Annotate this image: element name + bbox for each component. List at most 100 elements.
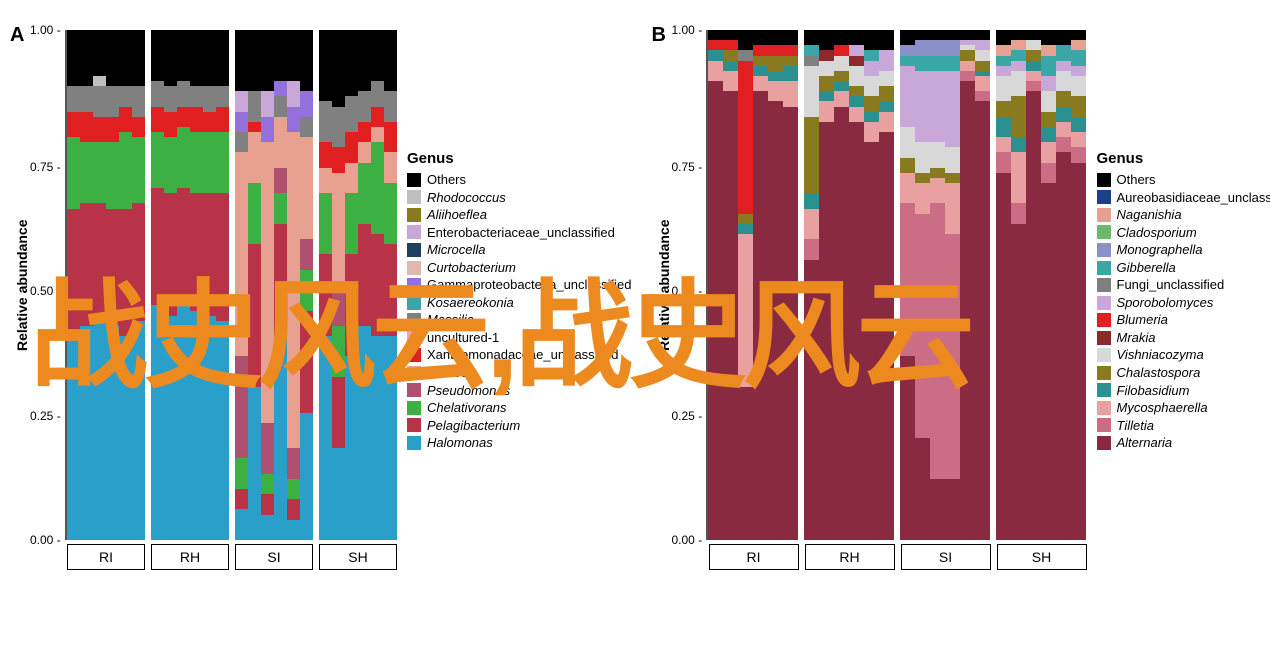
bar-segment bbox=[1041, 163, 1056, 183]
bar-segment bbox=[975, 30, 990, 40]
legend-swatch bbox=[407, 331, 421, 345]
bar-segment bbox=[1056, 122, 1071, 137]
bar-segment bbox=[235, 509, 248, 540]
legend-label: Aureobasidiaceae_unclassified bbox=[1117, 189, 1270, 207]
legend-item: Blumeria bbox=[1097, 311, 1270, 329]
stacked-bar bbox=[164, 30, 177, 540]
bar-segment bbox=[190, 311, 203, 541]
bar-segment bbox=[319, 254, 332, 336]
bar-segment bbox=[753, 45, 768, 55]
bar-segment bbox=[332, 173, 345, 285]
bar-segment bbox=[975, 50, 990, 60]
legend-swatch bbox=[407, 313, 421, 327]
bar-segment bbox=[93, 76, 106, 86]
bar-segment bbox=[864, 76, 879, 96]
bar-segment bbox=[900, 30, 915, 45]
bar-segment bbox=[235, 30, 248, 91]
bar-segment bbox=[864, 30, 879, 50]
bar-segment bbox=[1011, 30, 1026, 40]
bar-segment bbox=[384, 30, 397, 91]
stacked-bar bbox=[819, 30, 834, 540]
stacked-bar bbox=[975, 30, 990, 540]
bar-segment bbox=[900, 203, 915, 356]
stacked-bar bbox=[248, 30, 261, 540]
bar-segment bbox=[274, 336, 287, 540]
stacked-bar bbox=[768, 30, 783, 540]
bar-segment bbox=[783, 81, 798, 107]
bar-segment bbox=[332, 377, 345, 448]
bar-segment bbox=[804, 209, 819, 240]
bar-segment bbox=[900, 173, 915, 204]
bar-segment bbox=[1071, 76, 1086, 96]
bar-segment bbox=[1026, 81, 1041, 91]
stacked-bar bbox=[960, 30, 975, 540]
legend-label: Gammaproteobacteria_unclassified bbox=[427, 276, 632, 294]
bar-segment bbox=[975, 76, 990, 91]
stacked-bar bbox=[132, 30, 145, 540]
bar-segment bbox=[1011, 71, 1026, 97]
stacked-bar bbox=[106, 30, 119, 540]
bar-segment bbox=[900, 127, 915, 158]
bar-segment bbox=[287, 30, 300, 81]
stacked-bar bbox=[996, 30, 1011, 540]
bar-segment bbox=[203, 193, 216, 315]
stacked-bar bbox=[177, 30, 190, 540]
bar-segment bbox=[738, 214, 753, 224]
bar-segment bbox=[1056, 107, 1071, 122]
bar-segment bbox=[915, 30, 930, 40]
legend-label: Fungi_unclassified bbox=[1117, 276, 1225, 294]
bar-segment bbox=[106, 117, 119, 143]
bar-segment bbox=[384, 122, 397, 153]
bar-segment bbox=[332, 107, 345, 148]
bar-segment bbox=[287, 107, 300, 133]
bar-segment bbox=[371, 142, 384, 234]
stacked-bar bbox=[371, 30, 384, 540]
y-axis-ticks: 1.00 -0.75 -0.50 -0.25 -0.00 - bbox=[672, 30, 707, 540]
x-axis-label: SI bbox=[901, 544, 991, 570]
legend-swatch bbox=[407, 436, 421, 450]
bar-segment bbox=[849, 122, 864, 540]
legend-swatch bbox=[407, 225, 421, 239]
bar-segment bbox=[261, 91, 274, 117]
bar-segment bbox=[708, 81, 723, 540]
bar-segment bbox=[1056, 71, 1071, 91]
bar-segment bbox=[248, 244, 261, 387]
bar-segment bbox=[300, 270, 313, 311]
bar-segment bbox=[834, 91, 849, 106]
bar-segment bbox=[834, 81, 849, 91]
stacked-bar bbox=[849, 30, 864, 540]
legend-label: Others bbox=[1117, 171, 1156, 189]
bar-segment bbox=[67, 86, 80, 112]
bar-segment bbox=[864, 61, 879, 76]
bar-segment bbox=[1041, 56, 1056, 76]
legend-label: Curtobacterium bbox=[427, 259, 516, 277]
bar-segment bbox=[1011, 40, 1026, 50]
bar-segment bbox=[960, 71, 975, 81]
bar-segment bbox=[834, 56, 849, 71]
legend-label: Naganishia bbox=[1117, 206, 1182, 224]
bar-segment bbox=[345, 163, 358, 194]
bar-segment bbox=[119, 209, 132, 337]
bar-segment bbox=[119, 86, 132, 106]
bar-segment bbox=[319, 101, 332, 142]
stacked-bar bbox=[1071, 30, 1086, 540]
bar-segment bbox=[132, 86, 145, 117]
legend-item: Enterobacteriaceae_unclassified bbox=[407, 224, 632, 242]
bar-segment bbox=[753, 56, 768, 66]
bar-segment bbox=[358, 142, 371, 162]
bar-segment bbox=[300, 413, 313, 541]
bar-segment bbox=[67, 112, 80, 138]
legend-item: Vishniacozyma bbox=[1097, 346, 1270, 364]
legend-label: Halomonas bbox=[427, 434, 493, 452]
bar-segment bbox=[235, 356, 248, 458]
bar-segment bbox=[945, 40, 960, 55]
bar-segment bbox=[768, 81, 783, 101]
legend-item: Curtobacterium bbox=[407, 259, 632, 277]
legend-swatch bbox=[1097, 401, 1111, 415]
bar-segment bbox=[738, 50, 753, 60]
legend-label: Others bbox=[427, 171, 466, 189]
bar-segment bbox=[879, 101, 894, 111]
bar-segment bbox=[345, 356, 358, 540]
bar-segment bbox=[723, 71, 738, 91]
y-axis-ticks: 1.00 -0.75 -0.50 -0.25 -0.00 - bbox=[30, 30, 65, 540]
